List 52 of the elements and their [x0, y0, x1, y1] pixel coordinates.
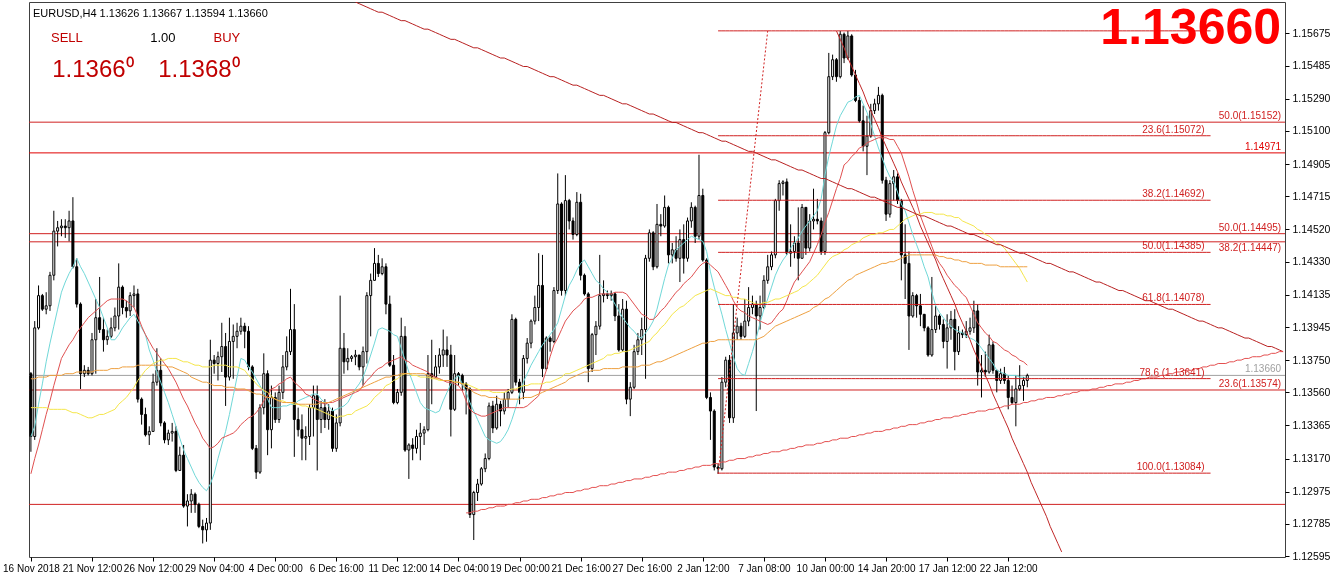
y-tick-label: 1.15675	[1292, 26, 1331, 39]
series-label: 50.0(1.14385)	[1142, 240, 1205, 252]
y-tick-label: 1.12595	[1292, 549, 1331, 562]
x-tick-label: 21 Dec 16:00	[551, 562, 612, 574]
series-label: 61.8(1.14078)	[1142, 292, 1205, 304]
series-label: 100.0(1.13084)	[1136, 461, 1205, 473]
y-tick-label: 1.13750	[1292, 353, 1331, 366]
y-tick-label: 1.15485	[1292, 59, 1331, 72]
ref-line-label: 1.14971	[1244, 140, 1282, 152]
x-tick-label: 4 Dec 00:00	[248, 562, 304, 574]
y-tick-label: 1.12975	[1292, 485, 1331, 498]
annotation: 1.1366⁰	[52, 55, 134, 82]
x-tick-label: 16 Nov 2018	[3, 562, 61, 574]
annotation: BUY	[213, 30, 241, 45]
series-label: 23.6(1.15072)	[1142, 123, 1205, 135]
ref-line-label: 50.0(1.14495)	[1218, 221, 1282, 233]
x-tick-label: 6 Dec 16:00	[309, 562, 365, 574]
y-tick-label: 1.13945	[1292, 320, 1331, 333]
x-tick-label: 14 Jan 20:00	[857, 562, 916, 574]
x-tick-label: 17 Jan 12:00	[918, 562, 977, 574]
ref-line-label: 38.2(1.14447)	[1218, 241, 1282, 253]
y-tick-label: 1.13560	[1292, 385, 1331, 398]
ref-line-label: 23.6(1.13574)	[1218, 377, 1282, 389]
x-tick-label: 21 Nov 12:00	[62, 562, 123, 574]
x-tick-label: 14 Dec 04:00	[429, 562, 490, 574]
y-tick-label: 1.14715	[1292, 189, 1331, 202]
y-tick-label: 1.14135	[1292, 288, 1331, 301]
x-tick-label: 22 Jan 12:00	[979, 562, 1039, 574]
x-tick-label: 2 Jan 12:00	[677, 562, 730, 574]
y-tick-label: 1.15290	[1292, 92, 1331, 105]
y-tick-label: 1.15100	[1292, 124, 1331, 137]
x-tick-label: 29 Nov 04:00	[184, 562, 245, 574]
y-tick-label: 1.13170	[1292, 452, 1331, 465]
x-tick-label: 27 Dec 16:00	[612, 562, 673, 574]
x-tick-label: 19 Dec 00:00	[490, 562, 551, 574]
ref-line-label: 50.0(1.15152)	[1218, 110, 1282, 122]
ref-line-label: 1.13660	[1244, 363, 1282, 375]
y-tick-label: 1.14520	[1292, 222, 1331, 235]
x-tick-label: 26 Nov 12:00	[123, 562, 184, 574]
y-tick-label: 1.14330	[1292, 255, 1331, 268]
annotation: 1.00	[150, 30, 176, 45]
annotation: SELL	[51, 30, 83, 45]
annotation: 1.1368⁰	[158, 55, 240, 82]
y-tick-label: 1.13365	[1292, 418, 1331, 431]
x-tick-label: 7 Jan 08:00	[738, 562, 791, 574]
annotation: 1.13660	[1100, 0, 1282, 55]
y-tick-label: 1.14905	[1292, 157, 1331, 170]
chart-title: EURUSD,H4 1.13626 1.13667 1.13594 1.13660	[33, 7, 268, 19]
y-tick-label: 1.12785	[1292, 517, 1331, 530]
series-label: 38.2(1.14692)	[1142, 188, 1205, 200]
x-tick-label: 10 Jan 00:00	[796, 562, 855, 574]
x-tick-label: 11 Dec 12:00	[368, 562, 428, 574]
